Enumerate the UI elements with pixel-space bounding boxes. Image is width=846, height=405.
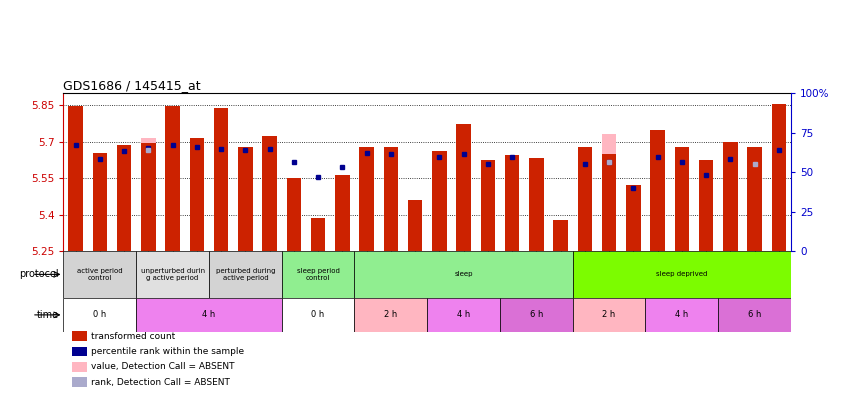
Text: 6 h: 6 h [530, 310, 543, 320]
Text: 6 h: 6 h [748, 310, 761, 320]
Bar [573, 298, 645, 332]
Bar [723, 175, 738, 251]
Bar [427, 298, 500, 332]
Text: GDS1686 / 145415_at: GDS1686 / 145415_at [63, 79, 201, 92]
Bar [553, 237, 568, 251]
Bar [360, 147, 374, 251]
Bar [63, 251, 136, 298]
Bar [282, 251, 354, 298]
Bar [645, 298, 718, 332]
Text: 0 h: 0 h [93, 310, 107, 320]
Bar [136, 251, 209, 298]
Bar [214, 108, 228, 251]
Text: perturbed during
active period: perturbed during active period [216, 268, 275, 281]
Bar [723, 142, 738, 251]
Text: time: time [37, 310, 59, 320]
Bar [651, 130, 665, 251]
Bar [674, 147, 689, 251]
Bar [190, 138, 204, 251]
Text: value, Detection Call = ABSENT: value, Detection Call = ABSENT [91, 362, 234, 371]
Bar [578, 147, 592, 251]
Text: 2 h: 2 h [384, 310, 398, 320]
Bar [481, 160, 495, 251]
Text: unperturbed durin
g active period: unperturbed durin g active period [140, 268, 205, 281]
Bar [602, 134, 617, 251]
Bar [92, 153, 107, 251]
Text: 0 h: 0 h [311, 310, 325, 320]
Bar [432, 151, 447, 251]
Text: 4 h: 4 h [675, 310, 689, 320]
Bar [626, 185, 640, 251]
Text: 4 h: 4 h [457, 310, 470, 320]
Bar [456, 124, 471, 251]
Bar [718, 298, 791, 332]
Bar [408, 200, 422, 251]
Bar [63, 298, 136, 332]
Text: transformed count: transformed count [91, 332, 175, 341]
Text: 4 h: 4 h [202, 310, 216, 320]
Bar [209, 251, 282, 298]
Bar [772, 104, 786, 251]
Bar [699, 160, 713, 251]
Bar [238, 147, 253, 251]
Bar [354, 251, 573, 298]
Bar [136, 298, 282, 332]
Text: 2 h: 2 h [602, 310, 616, 320]
Bar [335, 175, 349, 251]
Text: protocol: protocol [19, 269, 59, 279]
Bar [573, 251, 791, 298]
Bar [282, 298, 354, 332]
Text: percentile rank within the sample: percentile rank within the sample [91, 347, 244, 356]
Bar [310, 217, 326, 251]
Bar [165, 106, 180, 251]
Text: sleep period
control: sleep period control [297, 268, 339, 281]
Bar [117, 145, 131, 251]
Text: sleep deprived: sleep deprived [656, 271, 707, 277]
Bar [69, 106, 83, 251]
Bar [500, 298, 573, 332]
Text: rank, Detection Call = ABSENT: rank, Detection Call = ABSENT [91, 378, 229, 387]
Text: sleep: sleep [454, 271, 473, 277]
Bar [602, 154, 617, 251]
Bar [287, 179, 301, 251]
Text: active period
control: active period control [77, 268, 123, 281]
Bar [529, 158, 544, 251]
Bar [287, 178, 301, 251]
Bar [747, 147, 762, 251]
Bar [383, 147, 398, 251]
Bar [505, 155, 519, 251]
Bar [354, 298, 427, 332]
Bar [262, 136, 277, 251]
Bar [141, 138, 156, 251]
Bar [141, 143, 156, 251]
Bar [553, 220, 568, 251]
